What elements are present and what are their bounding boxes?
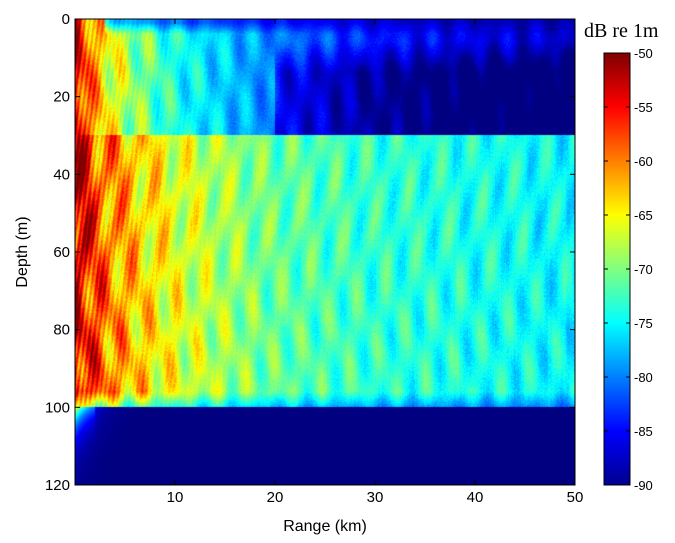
y-tick-label: 60 bbox=[53, 244, 70, 261]
y-tick-label: 20 bbox=[53, 89, 70, 106]
colorbar-tick-label: -90 bbox=[634, 478, 653, 493]
colorbar-tick-label: -85 bbox=[634, 424, 653, 439]
colorbar-ticks: -50 -55 -60 -65 -70 -75 -80 -85 -90 bbox=[604, 46, 653, 493]
y-tick-label: 100 bbox=[45, 399, 70, 416]
heatmap-plot-area bbox=[75, 19, 575, 485]
colorbar-tick-label: -70 bbox=[634, 262, 653, 277]
y-tick-label: 40 bbox=[53, 166, 70, 183]
x-tick-label: 30 bbox=[367, 489, 384, 506]
colorbar-tick-label: -50 bbox=[634, 46, 653, 61]
y-tick-label: 120 bbox=[45, 477, 70, 494]
x-axis-ticks: 10 20 30 40 50 bbox=[167, 19, 584, 506]
x-tick-label: 40 bbox=[467, 489, 484, 506]
x-axis-label: Range (km) bbox=[283, 518, 367, 535]
colorbar-tick-label: -55 bbox=[634, 100, 653, 115]
x-tick-label: 20 bbox=[267, 489, 284, 506]
y-axis-label: Depth (m) bbox=[14, 216, 31, 287]
x-tick-label: 10 bbox=[167, 489, 184, 506]
colorbar-label: dB re 1m bbox=[584, 20, 659, 42]
y-tick-label: 0 bbox=[62, 11, 70, 28]
y-axis-ticks: 0 20 40 60 80 100 120 bbox=[45, 11, 575, 494]
colorbar-tick-label: -60 bbox=[634, 154, 653, 169]
x-tick-label: 50 bbox=[567, 489, 584, 506]
heatmap-image bbox=[75, 19, 575, 485]
y-tick-label: 80 bbox=[53, 322, 70, 339]
colorbar-tick-label: -80 bbox=[634, 370, 653, 385]
colorbar-tick-label: -65 bbox=[634, 208, 653, 223]
colorbar-tick-label: -75 bbox=[634, 316, 653, 331]
